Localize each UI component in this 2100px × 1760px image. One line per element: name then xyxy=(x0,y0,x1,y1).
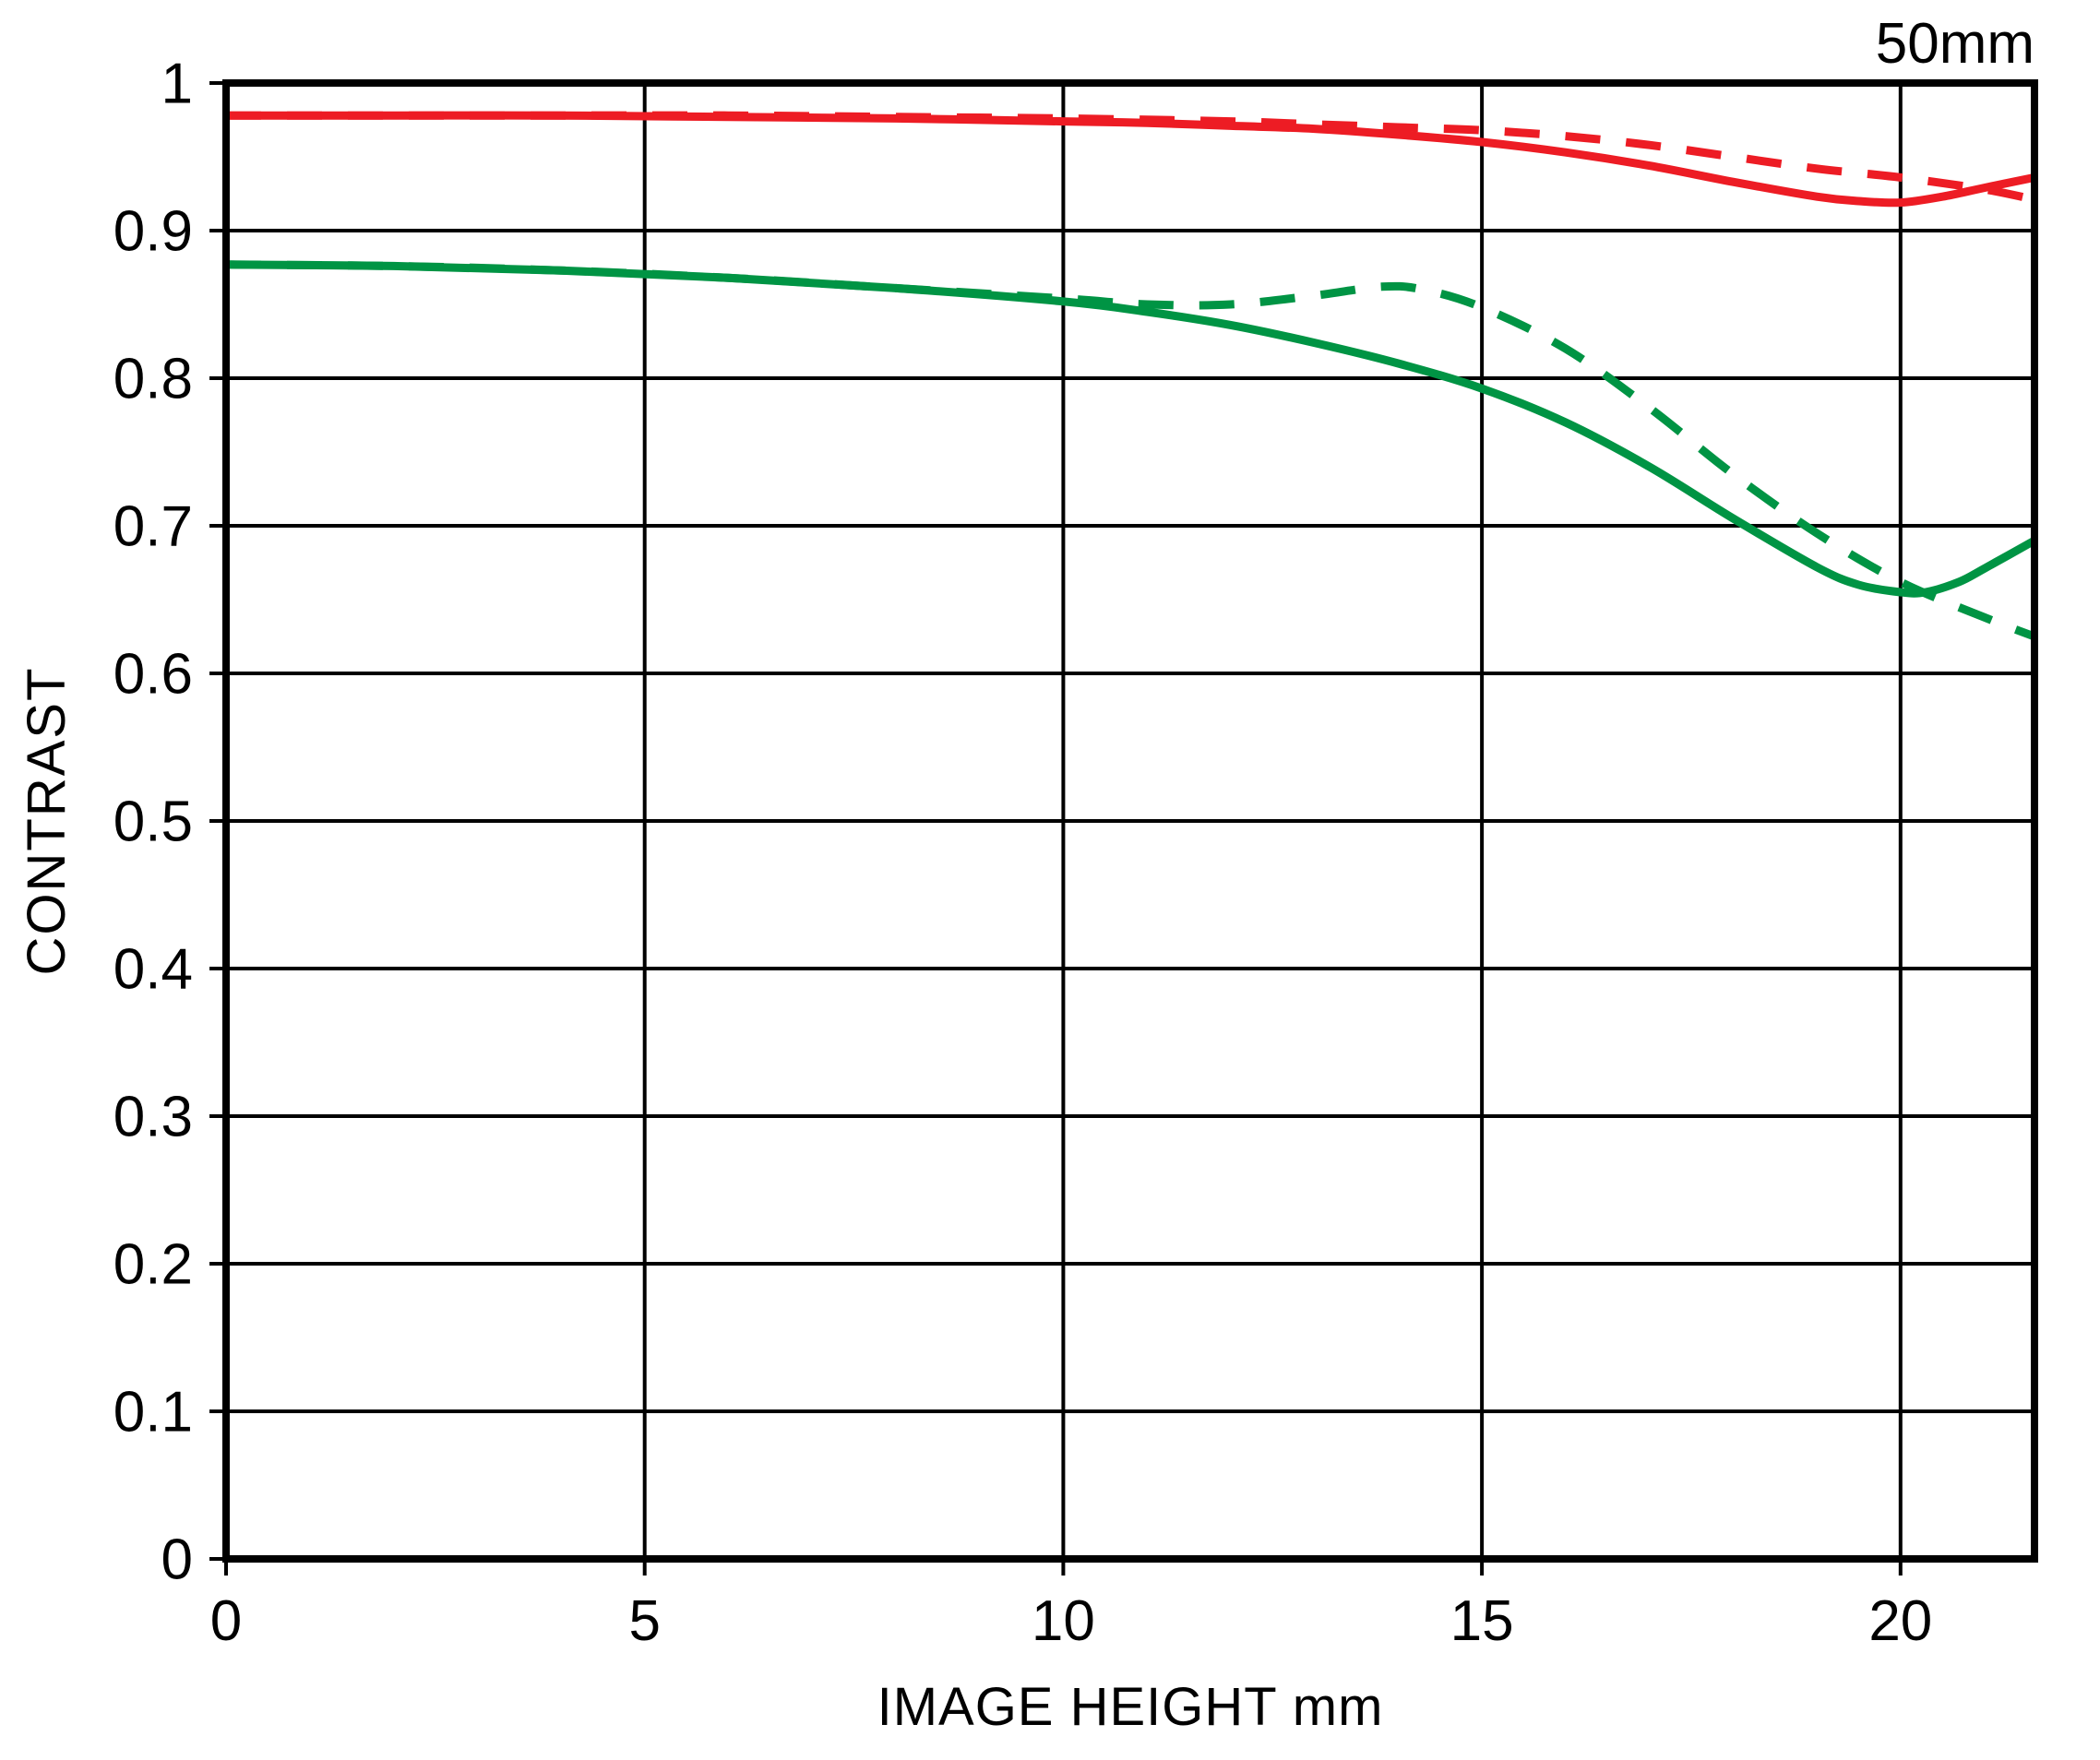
chart-title-right: 50mm xyxy=(1876,12,2034,76)
xtick-label: 20 xyxy=(1868,1589,1932,1653)
mtf-chart: 0 5 10 15 20 0 0.1 0.2 0.3 0.4 0.5 0.6 0.7 0.8 0.9 1 IMA… xyxy=(0,0,2100,1760)
xtick-label: 10 xyxy=(1032,1589,1095,1653)
chart-svg: 0 5 10 15 20 0 0.1 0.2 0.3 0.4 0.5 0.6 0.7 0.8 0.9 1 IMA… xyxy=(0,0,2100,1760)
ytick-label: 0.1 xyxy=(113,1381,193,1445)
xtick-label: 15 xyxy=(1450,1589,1514,1653)
ytick-label: 0.4 xyxy=(113,938,193,1002)
ytick-label: 0 xyxy=(161,1528,193,1592)
ytick-label: 0.2 xyxy=(113,1233,193,1297)
ytick-label: 0.9 xyxy=(113,200,193,264)
x-axis-title: IMAGE HEIGHT mm xyxy=(877,1677,1384,1737)
ytick-label: 0.5 xyxy=(113,791,193,854)
xtick-label: 0 xyxy=(210,1589,242,1653)
y-axis-title: CONTRAST xyxy=(17,667,77,976)
ytick-label: 0.6 xyxy=(113,643,193,707)
xtick-label: 5 xyxy=(628,1589,660,1653)
ytick-label: 0.3 xyxy=(113,1086,193,1149)
ytick-label: 1 xyxy=(161,53,193,116)
ytick-label: 0.8 xyxy=(113,348,193,411)
ytick-label: 0.7 xyxy=(113,495,193,559)
